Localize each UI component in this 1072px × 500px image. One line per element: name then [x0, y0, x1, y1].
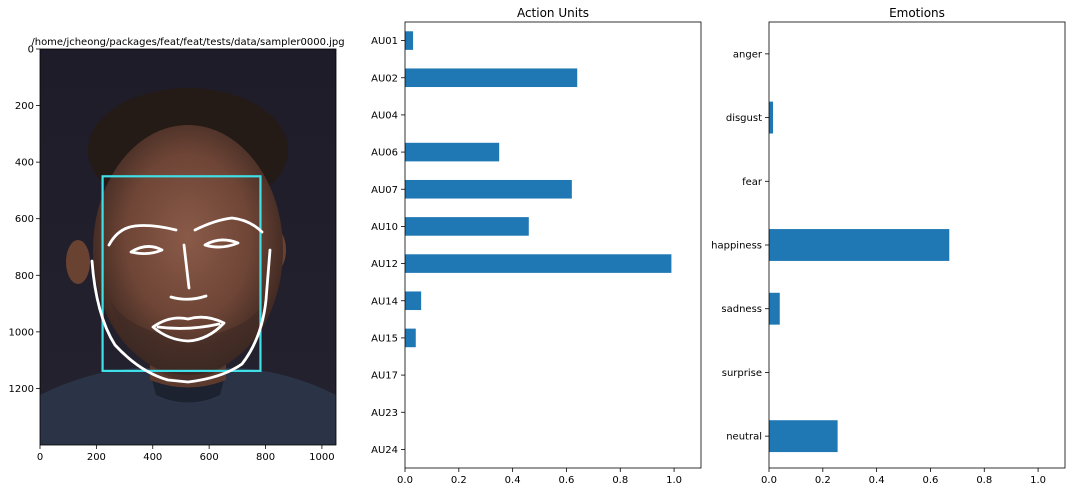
em-category-label: sadness [721, 304, 762, 315]
emotions-chart: Emotions anger disgust fear happiness sadnes… [711, 6, 1066, 486]
au-x-tick-label: 0.4 [505, 475, 521, 486]
left-eyebrow [107, 224, 178, 247]
image-y-tick-label: 200 [15, 101, 34, 112]
image-x-ticks: 0 200 400 600 800 1000 [37, 445, 335, 463]
au-bar-au01 [405, 31, 414, 50]
action-units-x-ticks: 0.0 0.2 0.4 0.6 0.8 1.0 [397, 468, 682, 486]
au-category-label: AU10 [371, 222, 398, 233]
au-bar-au06 [405, 142, 500, 162]
em-category-label: surprise [722, 368, 762, 379]
right-eyebrow [193, 216, 264, 234]
em-x-tick-label: 0.2 [815, 475, 831, 486]
au-x-tick-label: 0.2 [451, 475, 467, 486]
au-bar-au07 [405, 179, 572, 199]
image-y-tick-label: 800 [15, 271, 34, 282]
image-y-tick-label: 1000 [9, 327, 34, 338]
au-bar-au12 [405, 254, 672, 273]
image-axes-frame [39, 48, 337, 446]
au-bar-au14 [405, 291, 422, 311]
emotions-title: Emotions [889, 6, 945, 20]
em-bar-disgust [769, 101, 774, 134]
emotions-y-ticks: anger disgust fear happiness sadness surprise… [711, 49, 769, 443]
au-category-label: AU23 [371, 408, 398, 419]
outer-lip [151, 315, 226, 343]
au-category-label: AU17 [371, 371, 398, 382]
au-x-tick-label: 1.0 [666, 475, 682, 486]
au-category-label: AU24 [371, 445, 398, 456]
em-category-label: anger [733, 49, 763, 60]
image-x-tick-label: 200 [87, 452, 106, 463]
au-category-label: AU01 [371, 36, 398, 47]
au-category-label: AU15 [371, 333, 398, 344]
action-units-y-ticks: AU01 AU02 AU04 AU06 AU07 AU10 AU12 AU14 AU15 AU17… [371, 36, 405, 456]
face-photo [40, 49, 336, 445]
au-category-label: AU07 [371, 185, 398, 196]
au-bar-au02 [405, 68, 578, 88]
image-x-tick-label: 1000 [309, 452, 334, 463]
image-x-tick-label: 0 [37, 452, 43, 463]
au-category-label: AU06 [371, 148, 398, 159]
image-y-tick-label: 0 [28, 45, 34, 56]
action-units-axes-frame [404, 21, 702, 469]
em-category-label: disgust [726, 113, 762, 124]
left-eye [129, 245, 164, 255]
au-category-label: AU02 [371, 73, 398, 84]
jaw-line [90, 248, 272, 384]
image-x-tick-label: 800 [256, 452, 275, 463]
em-category-label: fear [742, 177, 763, 188]
nose-bridge [182, 243, 191, 290]
image-y-tick-label: 1200 [9, 384, 34, 395]
au-x-tick-label: 0.8 [612, 475, 628, 486]
em-bar-sadness [769, 292, 780, 325]
au-x-tick-label: 0.6 [559, 475, 575, 486]
em-category-label: happiness [711, 241, 762, 252]
action-units-bars [405, 31, 672, 348]
au-x-tick-label: 0.0 [397, 475, 413, 486]
right-eye [203, 238, 240, 249]
au-category-label: AU12 [371, 259, 398, 270]
emotions-x-ticks: 0.0 0.2 0.4 0.6 0.8 1.0 [761, 468, 1046, 486]
image-y-tick-label: 600 [15, 214, 34, 225]
au-bar-au15 [405, 328, 416, 348]
em-x-tick-label: 0.4 [869, 475, 885, 486]
em-bar-happiness [769, 229, 950, 261]
em-x-tick-label: 0.6 [923, 475, 939, 486]
face-bounding-box [101, 175, 262, 372]
image-title: /home/jcheong/packages/feat/feat/tests/d… [31, 37, 344, 48]
au-category-label: AU04 [371, 110, 398, 121]
image-x-tick-label: 400 [143, 452, 162, 463]
emotions-bars [769, 101, 950, 453]
image-y-tick-label: 400 [15, 158, 34, 169]
facial-landmarks [90, 216, 272, 384]
image-panel: /home/jcheong/packages/feat/feat/tests/d… [9, 37, 345, 463]
au-category-label: AU14 [371, 296, 398, 307]
em-x-tick-label: 0.8 [976, 475, 992, 486]
action-units-title: Action Units [517, 6, 589, 20]
em-bar-neutral [769, 420, 838, 453]
em-category-label: neutral [726, 432, 762, 443]
action-units-chart: Action Units AU01 AU02 AU04 AU06 AU07 AU10 AU1… [371, 6, 702, 486]
em-x-tick-label: 0.0 [761, 475, 777, 486]
au-bar-au10 [405, 217, 529, 236]
image-x-tick-label: 600 [200, 452, 219, 463]
nose-base [169, 294, 208, 301]
em-x-tick-label: 1.0 [1030, 475, 1046, 486]
inner-lip [156, 322, 221, 330]
image-y-ticks: 0 200 400 600 800 1000 1200 [9, 45, 40, 395]
